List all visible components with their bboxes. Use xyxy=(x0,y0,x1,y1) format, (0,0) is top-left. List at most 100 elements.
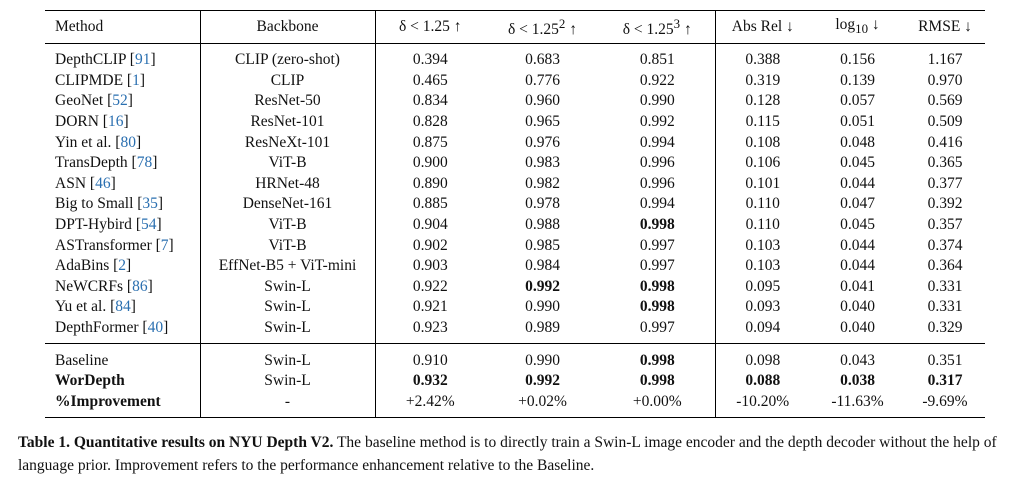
metric-value: 0.317 xyxy=(927,372,963,390)
citation-bracket: [ xyxy=(135,216,141,234)
metric-cell: 0.377 xyxy=(905,174,985,195)
backbone-cell: Swin-L xyxy=(200,370,376,392)
metric-value: 0.997 xyxy=(639,257,675,275)
metric-cell: 0.982 xyxy=(485,174,600,195)
metric-cell: 0.989 xyxy=(485,318,600,344)
metric-value: 0.392 xyxy=(927,195,963,213)
metric-cell: 0.932 xyxy=(375,371,485,392)
metric-value: 0.101 xyxy=(745,174,781,192)
metric-value: 0.044 xyxy=(840,257,875,275)
table-row: Yin et al. [80] ResNeXt-101 0.875 0.976 0.99… xyxy=(45,132,985,153)
header-text: RMSE ↓ xyxy=(918,18,972,35)
metric-cell: 0.997 xyxy=(600,235,716,256)
metric-cell: 0.992 xyxy=(600,111,716,133)
table-row: TransDepth [78] ViT-B 0.900 0.983 0.996 0.106… xyxy=(45,152,985,174)
citation-bracket: ] xyxy=(168,236,174,254)
metric-cell: 0.996 xyxy=(600,152,716,174)
metric-value: 0.932 xyxy=(412,372,448,390)
header-tail: ↑ xyxy=(680,21,692,39)
metric-value: 0.329 xyxy=(927,319,963,337)
caption-title: Quantitative results on NYU Depth V2. xyxy=(73,434,334,451)
metric-value: 0.978 xyxy=(525,195,560,213)
citation: [40] xyxy=(142,319,168,336)
metric-cell: 0.998 xyxy=(600,343,716,371)
backbone-cell: ResNet-101 xyxy=(200,111,376,133)
metric-cell: 0.978 xyxy=(485,194,600,215)
backbone-cell: HRNet-48 xyxy=(200,173,376,195)
backbone-cell: EffNet-B5 + ViT-mini xyxy=(200,255,376,277)
metric-value: 0.374 xyxy=(927,236,963,254)
metric-cell: 0.569 xyxy=(905,91,985,112)
method-cell: CLIPMDE [1] xyxy=(45,70,201,92)
method-cell: ASTransformer [7] xyxy=(45,235,201,256)
column-header: Abs Rel ↓ xyxy=(715,11,810,44)
backbone-cell: ResNeXt-101 xyxy=(200,132,376,153)
metric-value: 0.990 xyxy=(639,92,675,110)
backbone-cell: ViT-B xyxy=(200,235,376,256)
metric-cell: +2.42% xyxy=(375,392,485,418)
metric-cell: 0.985 xyxy=(485,235,600,256)
citation: [16] xyxy=(103,113,129,130)
metric-cell: 0.976 xyxy=(485,132,600,153)
metric-value: 0.377 xyxy=(927,174,963,192)
metric-cell: 0.139 xyxy=(810,71,905,92)
metric-cell: 1.167 xyxy=(905,44,985,71)
metric-cell: 0.965 xyxy=(485,112,600,133)
metric-cell: 0.094 xyxy=(715,318,810,344)
metric-value: 0.998 xyxy=(639,216,675,234)
metric-cell: 0.048 xyxy=(810,132,905,153)
metric-value: 0.040 xyxy=(840,298,875,316)
method-name: CLIPMDE xyxy=(55,71,124,89)
metric-cell: 0.885 xyxy=(375,194,485,215)
metric-cell: 0.331 xyxy=(905,297,985,318)
method-cell: Yin et al. [80] xyxy=(45,132,201,153)
metric-value: 0.997 xyxy=(639,236,675,254)
metric-value: 0.365 xyxy=(927,154,963,172)
metric-cell: 0.922 xyxy=(600,70,716,92)
metric-value: 0.416 xyxy=(927,133,963,151)
metric-cell: 0.044 xyxy=(810,174,905,195)
backbone-cell: ViT-B xyxy=(200,152,376,174)
citation-bracket: [ xyxy=(110,298,116,316)
method-name: ASTransformer xyxy=(55,236,152,254)
backbone-cell: Swin-L xyxy=(200,297,376,318)
metric-cell: 0.103 xyxy=(715,235,810,256)
metric-value: 0.989 xyxy=(525,319,560,337)
metric-value: 0.990 xyxy=(525,351,560,369)
metric-value: 0.992 xyxy=(525,277,560,295)
method-cell: Big to Small [35] xyxy=(45,194,201,215)
column-header: Backbone xyxy=(200,10,376,44)
metric-value: 0.834 xyxy=(412,92,448,110)
metric-cell: 0.994 xyxy=(600,132,716,153)
citation-bracket: [ xyxy=(126,71,133,89)
metric-cell: 0.983 xyxy=(485,153,600,174)
metric-cell: 0.329 xyxy=(905,318,985,344)
citation-number: 78 xyxy=(136,154,153,172)
metric-cell: 0.043 xyxy=(810,344,905,371)
citation-bracket: [ xyxy=(113,257,119,275)
metric-cell: 0.101 xyxy=(715,174,810,195)
metric-cell: 0.416 xyxy=(905,132,985,153)
method-cell: ASN [46] xyxy=(45,173,201,195)
table-row: AdaBins [2] EffNet-B5 + ViT-mini 0.903 0.98… xyxy=(45,255,985,277)
metric-value: 0.038 xyxy=(840,372,875,390)
metric-value: 0.923 xyxy=(412,319,448,337)
table-row: CLIPMDE [1] CLIP 0.465 0.776 0.922 0.319 0.139… xyxy=(45,70,985,92)
metric-value: 0.970 xyxy=(927,71,963,89)
metric-cell: 0.990 xyxy=(485,297,600,318)
metric-value: 0.994 xyxy=(639,133,675,151)
header-sub: 10 xyxy=(855,21,869,37)
metric-cell: 0.990 xyxy=(485,344,600,371)
metric-cell: 0.910 xyxy=(375,344,485,371)
citation: [46] xyxy=(90,175,116,192)
metric-cell: 0.960 xyxy=(485,91,600,112)
caption-text: The baseline method is to directly train… xyxy=(18,434,997,474)
metric-value: 0.828 xyxy=(412,113,448,131)
table-row: GeoNet [52] ResNet-50 0.834 0.960 0.990 0.128… xyxy=(45,91,985,112)
citation-bracket: ] xyxy=(157,195,164,213)
citation-bracket: [ xyxy=(89,174,96,192)
metric-value: 0.569 xyxy=(927,92,963,110)
citation-bracket: [ xyxy=(129,51,135,69)
metric-value: 0.043 xyxy=(840,351,875,369)
